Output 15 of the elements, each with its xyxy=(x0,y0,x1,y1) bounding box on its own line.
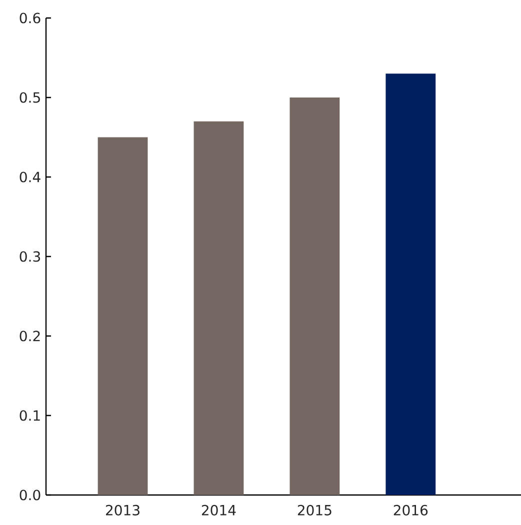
bar xyxy=(386,74,436,495)
x-tick-label: 2014 xyxy=(202,504,236,516)
x-tick-label: 2016 xyxy=(394,504,428,516)
y-tick-label: 0.1 xyxy=(20,410,40,421)
y-tick-label: 0.4 xyxy=(20,172,40,182)
bar xyxy=(194,121,244,495)
y-tick-label: 0.0 xyxy=(20,490,40,500)
bar xyxy=(290,98,340,495)
y-tick-label: 0.5 xyxy=(20,92,40,103)
x-tick-label: 2015 xyxy=(298,504,332,516)
y-tick-label: 0.2 xyxy=(20,330,40,342)
bar xyxy=(98,137,148,495)
y-tick-label: 0.3 xyxy=(20,251,40,262)
x-tick-label: 2013 xyxy=(106,504,140,516)
y-tick-label: 0.6 xyxy=(20,12,40,24)
